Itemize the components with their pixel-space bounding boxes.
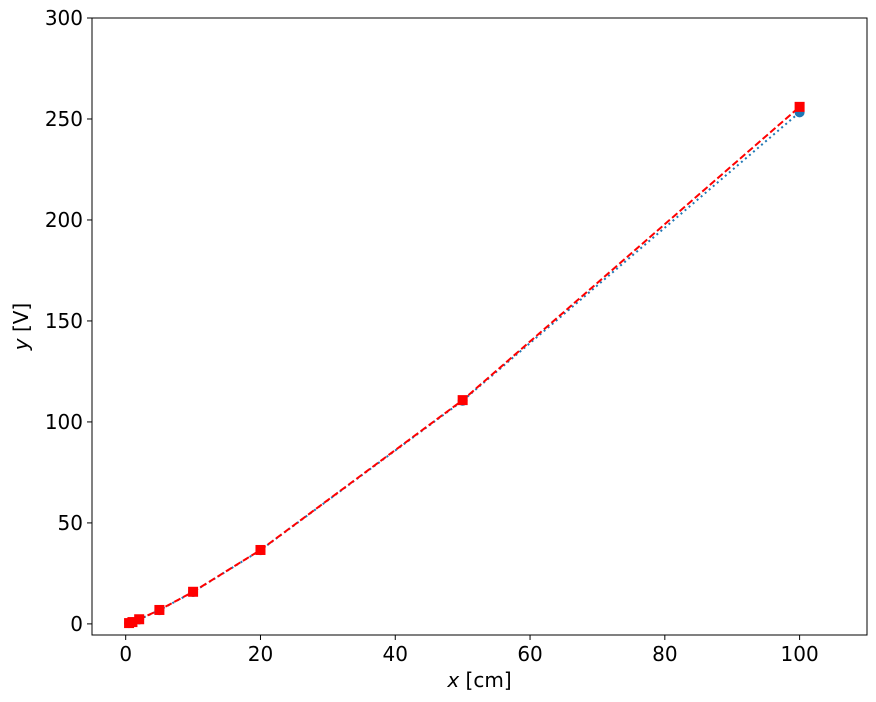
x-tick-label: 0 bbox=[119, 642, 132, 666]
x-tick-label: 40 bbox=[383, 642, 408, 666]
series-line-0 bbox=[128, 111, 801, 625]
y-tick-label: 0 bbox=[70, 612, 83, 636]
data-point bbox=[134, 614, 145, 625]
series-line-1 bbox=[128, 106, 801, 625]
x-tick-label: 20 bbox=[248, 642, 273, 666]
data-point bbox=[154, 604, 165, 615]
x-axis-label: x [cm] bbox=[446, 668, 511, 692]
x-tick-label: 60 bbox=[517, 642, 542, 666]
y-tick-label: 200 bbox=[45, 208, 83, 232]
data-point bbox=[255, 544, 266, 555]
data-point bbox=[188, 586, 199, 597]
y-axis-label: y [V] bbox=[9, 303, 33, 352]
y-tick-label: 50 bbox=[58, 511, 83, 535]
data-point bbox=[457, 395, 468, 406]
plot-frame bbox=[91, 17, 868, 636]
data-point bbox=[127, 617, 138, 628]
y-tick-label: 100 bbox=[45, 410, 83, 434]
y-tick-label: 150 bbox=[45, 309, 83, 333]
data-point bbox=[794, 101, 805, 112]
x-tick-label: 100 bbox=[781, 642, 819, 666]
y-tick-label: 300 bbox=[45, 6, 83, 30]
y-tick-label: 250 bbox=[45, 107, 83, 131]
x-tick-label: 80 bbox=[652, 642, 677, 666]
